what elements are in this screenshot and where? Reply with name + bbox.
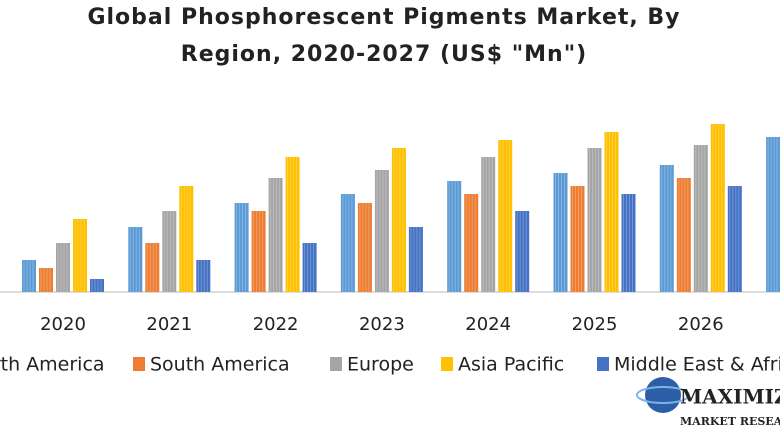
bar — [73, 219, 87, 292]
legend-label: Middle East & Africa — [614, 354, 780, 376]
chart-title: Global Phosphorescent Pigments Market, B… — [87, 5, 680, 30]
bar — [302, 243, 317, 292]
bar — [587, 148, 602, 292]
x-tick-label: 2025 — [572, 314, 618, 335]
legend-label: Asia Pacific — [458, 354, 564, 376]
x-tick-label: 2021 — [146, 314, 192, 335]
bar — [447, 181, 462, 292]
legend-swatch — [441, 357, 453, 371]
bar — [179, 186, 194, 292]
bar — [727, 186, 742, 292]
legend-swatch — [330, 357, 342, 371]
legend-swatch — [597, 357, 609, 371]
bar — [391, 148, 406, 292]
x-tick-label: 2023 — [359, 314, 405, 335]
bar — [196, 260, 211, 292]
bar — [22, 260, 36, 292]
legend-label: South America — [150, 354, 290, 376]
bar — [340, 194, 355, 292]
bar — [90, 279, 104, 292]
legend-label: North America — [0, 354, 105, 376]
bar — [357, 203, 372, 292]
x-tick-label: 2022 — [253, 314, 299, 335]
bar — [464, 194, 479, 292]
logo-subtext: MARKET RESEARCH — [680, 415, 780, 428]
bar — [498, 140, 513, 292]
logo: MAXIMIZE MARKET RESEARCH — [636, 377, 780, 428]
logo-text: MAXIMIZE — [680, 385, 780, 409]
bar — [659, 165, 674, 292]
bar — [285, 157, 300, 292]
bar — [676, 178, 691, 292]
bar — [481, 157, 496, 292]
bar — [604, 132, 619, 292]
chart-title: Region, 2020-2027 (US$ "Mn") — [181, 42, 587, 67]
bar — [374, 170, 389, 292]
bar — [39, 268, 53, 292]
bar — [621, 194, 636, 292]
bar — [234, 203, 249, 292]
bar — [515, 211, 530, 292]
x-tick-label: 2026 — [678, 314, 724, 335]
bar — [145, 243, 160, 292]
bar — [570, 186, 585, 292]
legend-label: Europe — [347, 354, 414, 376]
bar — [553, 173, 568, 292]
bar — [251, 211, 266, 292]
logo-ring — [636, 386, 690, 404]
logo-globe — [645, 377, 681, 413]
x-tick-label: 2024 — [465, 314, 511, 335]
x-tick-label: 2020 — [40, 314, 86, 335]
legend-swatch — [133, 357, 145, 371]
bar — [268, 178, 283, 292]
bar — [710, 124, 725, 292]
bar — [162, 211, 177, 292]
bar — [766, 137, 780, 292]
bar — [56, 243, 70, 292]
bar — [128, 227, 143, 292]
bar — [693, 145, 708, 292]
bar — [408, 227, 423, 292]
